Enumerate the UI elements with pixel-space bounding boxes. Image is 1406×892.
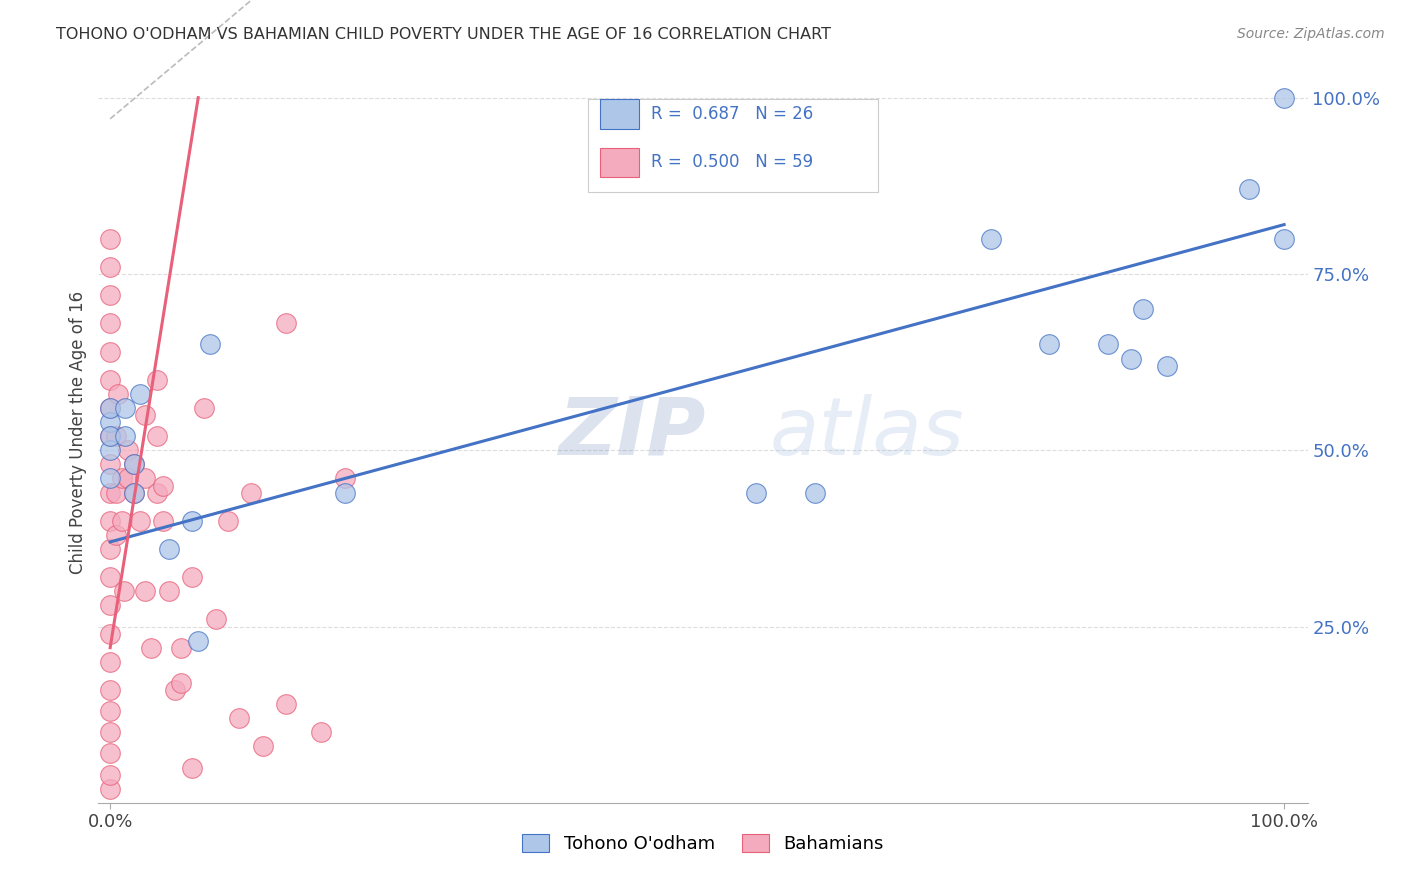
- Text: R =  0.687   N = 26: R = 0.687 N = 26: [651, 105, 813, 123]
- Point: [98, 683, 121, 698]
- Point: [111, 514, 134, 528]
- Point: [98, 599, 121, 613]
- Point: [98, 429, 121, 443]
- Point: [114, 401, 136, 415]
- Text: TOHONO O'ODHAM VS BAHAMIAN CHILD POVERTY UNDER THE AGE OF 16 CORRELATION CHART: TOHONO O'ODHAM VS BAHAMIAN CHILD POVERTY…: [56, 27, 831, 42]
- Point: [105, 528, 128, 542]
- Point: [98, 373, 121, 387]
- Point: [157, 584, 180, 599]
- Point: [98, 655, 121, 669]
- Point: [98, 767, 121, 781]
- Point: [98, 514, 121, 528]
- Text: Source: ZipAtlas.com: Source: ZipAtlas.com: [1237, 27, 1385, 41]
- Point: [105, 485, 128, 500]
- Text: atlas: atlas: [769, 393, 965, 472]
- Point: [198, 337, 221, 351]
- Point: [228, 711, 250, 725]
- Point: [1121, 351, 1143, 366]
- Point: [803, 485, 825, 500]
- Point: [134, 584, 156, 599]
- Point: [98, 429, 121, 443]
- Point: [114, 429, 136, 443]
- Point: [169, 676, 191, 690]
- Bar: [600, 99, 638, 129]
- Point: [163, 683, 186, 698]
- Point: [333, 485, 356, 500]
- Point: [117, 443, 139, 458]
- Point: [1272, 91, 1295, 105]
- Point: [98, 288, 121, 302]
- Point: [98, 725, 121, 739]
- Point: [111, 471, 134, 485]
- Point: [276, 697, 298, 711]
- Legend: Tohono O'odham, Bahamians: Tohono O'odham, Bahamians: [515, 827, 891, 861]
- Point: [134, 408, 156, 422]
- Point: [98, 344, 121, 359]
- Point: [98, 781, 121, 796]
- Point: [181, 760, 204, 774]
- Point: [980, 232, 1002, 246]
- FancyBboxPatch shape: [588, 99, 879, 192]
- Point: [141, 640, 163, 655]
- Point: [1156, 359, 1178, 373]
- Point: [146, 485, 169, 500]
- Bar: [600, 147, 638, 178]
- Point: [204, 612, 226, 626]
- Point: [117, 471, 139, 485]
- Point: [98, 443, 121, 458]
- Point: [1132, 302, 1154, 317]
- Point: [128, 387, 150, 401]
- Point: [105, 429, 128, 443]
- Point: [98, 232, 121, 246]
- Point: [333, 471, 356, 485]
- Point: [98, 415, 121, 429]
- Point: [98, 471, 121, 485]
- Point: [98, 541, 121, 556]
- Point: [217, 514, 239, 528]
- Point: [98, 570, 121, 584]
- Point: [1272, 232, 1295, 246]
- Point: [98, 626, 121, 640]
- Point: [252, 739, 274, 754]
- Point: [98, 458, 121, 472]
- Point: [240, 485, 263, 500]
- Point: [134, 471, 156, 485]
- Point: [112, 584, 135, 599]
- Point: [122, 458, 145, 472]
- Point: [193, 401, 215, 415]
- Point: [157, 541, 180, 556]
- Point: [122, 485, 145, 500]
- Point: [1097, 337, 1119, 351]
- Point: [187, 633, 209, 648]
- Point: [107, 387, 129, 401]
- Text: ZIP: ZIP: [558, 393, 706, 472]
- Point: [98, 401, 121, 415]
- Point: [122, 458, 145, 472]
- Point: [1038, 337, 1060, 351]
- Point: [152, 478, 174, 492]
- Point: [98, 704, 121, 718]
- Point: [152, 514, 174, 528]
- Point: [122, 485, 145, 500]
- Point: [98, 260, 121, 274]
- Point: [169, 640, 191, 655]
- Text: R =  0.500   N = 59: R = 0.500 N = 59: [651, 153, 813, 171]
- Point: [98, 401, 121, 415]
- Point: [98, 747, 121, 761]
- Point: [146, 373, 169, 387]
- Point: [128, 514, 150, 528]
- Point: [745, 485, 768, 500]
- Point: [276, 316, 298, 330]
- Point: [181, 570, 204, 584]
- Point: [98, 316, 121, 330]
- Point: [311, 725, 333, 739]
- Point: [1237, 182, 1260, 196]
- Point: [146, 429, 169, 443]
- Point: [98, 485, 121, 500]
- Point: [181, 514, 204, 528]
- Y-axis label: Child Poverty Under the Age of 16: Child Poverty Under the Age of 16: [69, 291, 87, 574]
